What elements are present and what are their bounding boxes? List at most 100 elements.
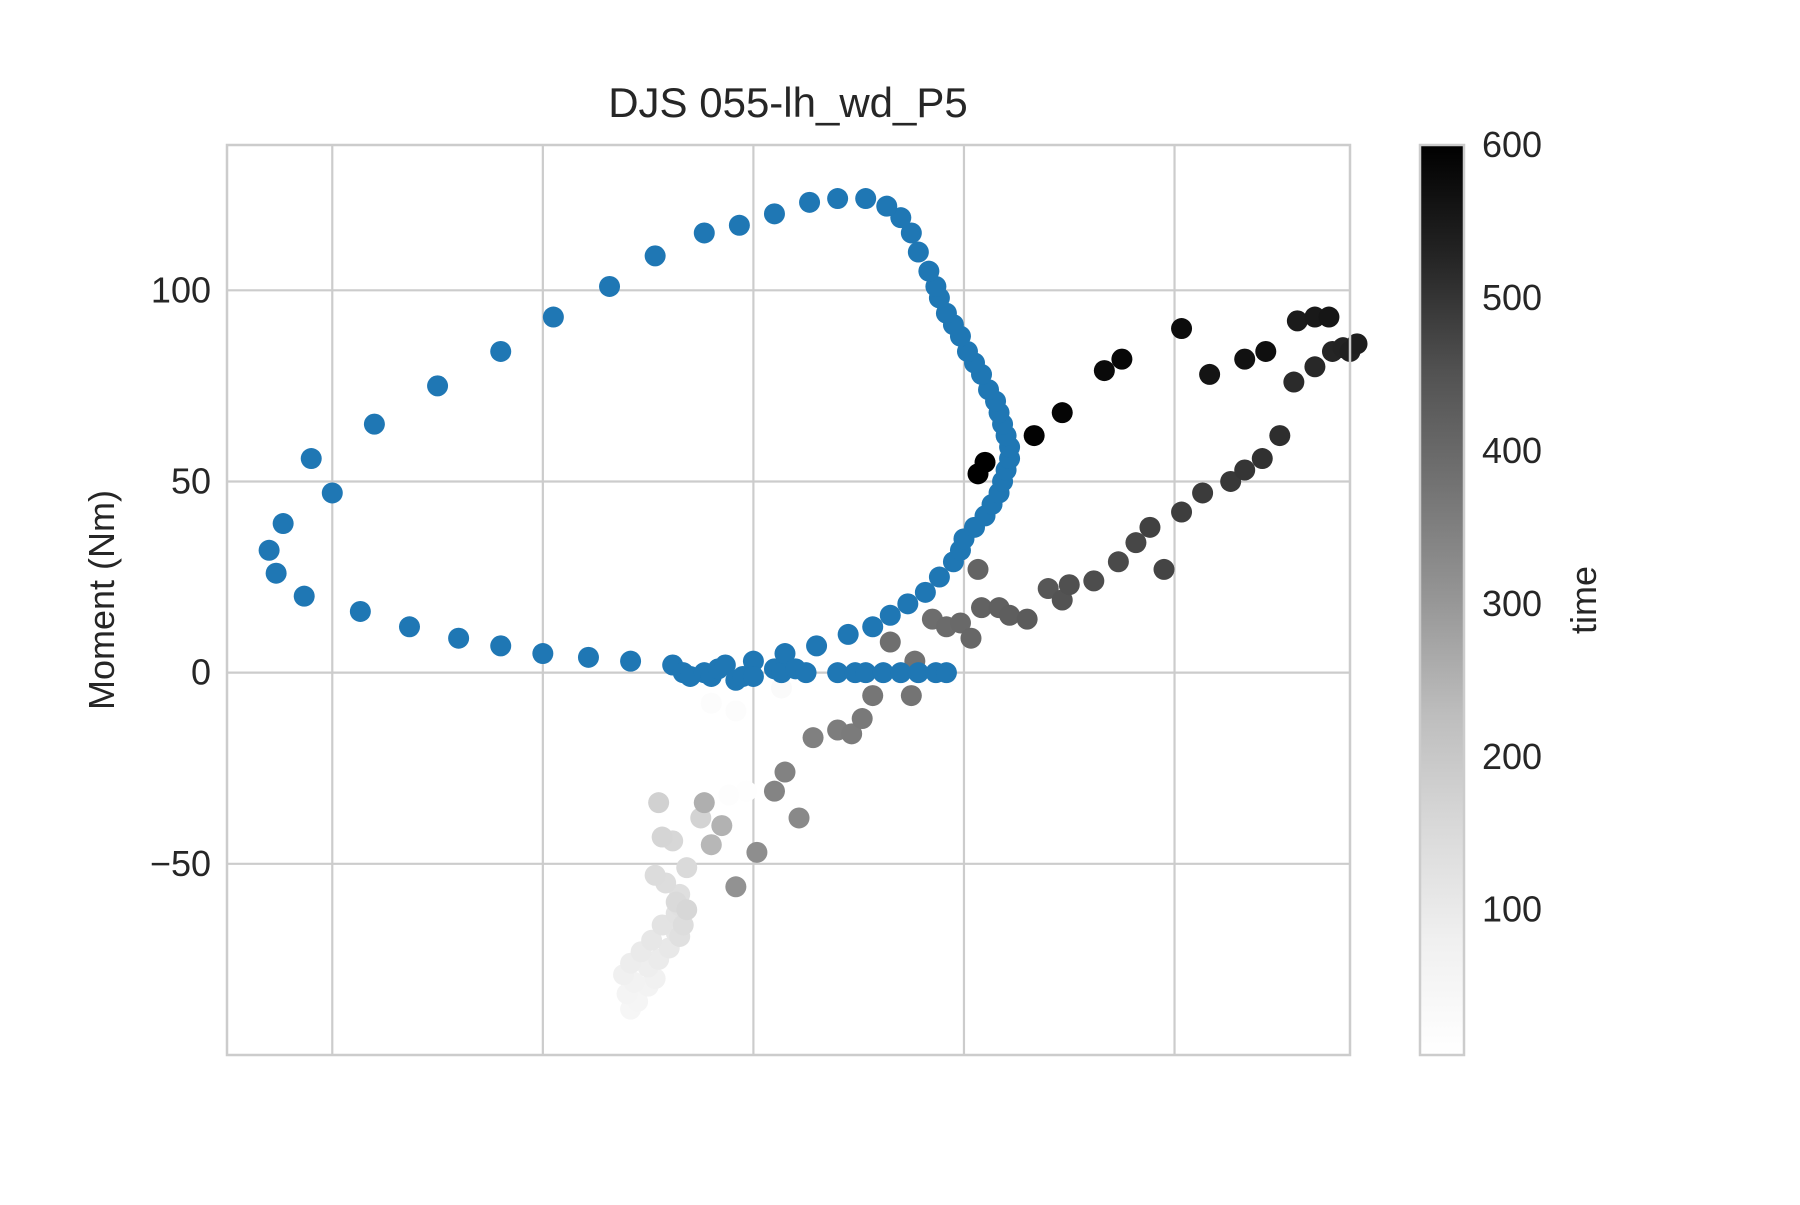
time-colored-point: [788, 807, 810, 829]
blue-point: [599, 275, 621, 297]
blue-point: [272, 513, 294, 535]
colorbar-tick-label: 500: [1482, 277, 1542, 318]
time-colored-point: [676, 857, 698, 879]
blue-point: [300, 448, 322, 470]
time-colored-point: [960, 627, 982, 649]
time-colored-point: [644, 864, 666, 886]
time-colored-point: [651, 914, 673, 936]
blue-point: [935, 662, 957, 684]
time-colored-point: [999, 604, 1021, 626]
blue-point: [799, 191, 821, 213]
time-colored-point: [1051, 402, 1073, 424]
blue-point: [532, 643, 554, 665]
time-colored-point: [862, 685, 884, 707]
time-colored-point: [700, 692, 722, 714]
time-colored-point: [725, 876, 747, 898]
blue-point: [620, 650, 642, 672]
time-colored-point: [1058, 574, 1080, 596]
time-colored-point: [1111, 348, 1133, 370]
colorbar-label: time: [1563, 566, 1604, 634]
time-colored-point: [1107, 551, 1129, 573]
blue-point: [872, 662, 894, 684]
blue-point: [879, 604, 901, 626]
time-colored-point: [1199, 363, 1221, 385]
blue-point: [914, 581, 936, 603]
time-colored-point: [1139, 516, 1161, 538]
blue-point: [763, 203, 785, 225]
blue-point: [363, 413, 385, 435]
time-colored-point: [1220, 470, 1242, 492]
colorbar-tick-label: 300: [1482, 583, 1542, 624]
time-colored-point: [693, 792, 715, 814]
time-colored-point: [971, 597, 993, 619]
grid-lines: [227, 145, 1350, 1055]
time-colored-point: [711, 815, 733, 837]
time-colored-point: [1093, 360, 1115, 382]
blue-point: [918, 260, 940, 282]
colorbar-tick-label: 200: [1482, 736, 1542, 777]
time-colored-point: [1234, 348, 1256, 370]
time-colored-point: [1153, 558, 1175, 580]
blue-point: [855, 188, 877, 210]
time-colored-point: [641, 929, 663, 951]
time-colored-point: [1346, 333, 1368, 355]
y-tick-label: 100: [151, 269, 211, 310]
blue-point: [577, 646, 599, 668]
blue-point: [448, 627, 470, 649]
time-colored-point: [700, 834, 722, 856]
blue-point: [907, 662, 929, 684]
time-colored-point: [774, 761, 796, 783]
time-colored-point: [1286, 310, 1308, 332]
time-colored-point: [1283, 371, 1305, 393]
blue-point: [890, 207, 912, 229]
data-points: [258, 188, 1368, 1020]
time-colored-point: [735, 780, 757, 802]
blue-point: [728, 214, 750, 236]
blue-point: [742, 665, 764, 687]
time-colored-point: [651, 826, 673, 848]
time-colored-point: [949, 612, 971, 634]
y-tick-label: 0: [191, 652, 211, 693]
blue-point: [693, 222, 715, 244]
time-colored-point: [1318, 306, 1340, 328]
blue-point: [855, 662, 877, 684]
blue-point: [827, 188, 849, 210]
blue-point: [349, 600, 371, 622]
blue-point: [806, 635, 828, 657]
time-colored-point: [1016, 608, 1038, 630]
blue-point: [795, 662, 817, 684]
blue-point: [900, 222, 922, 244]
blue-point: [490, 635, 512, 657]
time-colored-point: [1192, 482, 1214, 504]
plot-frame: [225, 143, 1352, 1057]
blue-point: [827, 662, 849, 684]
time-colored-point: [770, 677, 792, 699]
blue-point: [837, 623, 859, 645]
blue-point: [774, 643, 796, 665]
blue-point: [321, 482, 343, 504]
time-colored-point: [851, 708, 873, 730]
blue-point: [897, 593, 919, 615]
blue-point: [293, 585, 315, 607]
time-colored-point: [967, 558, 989, 580]
time-colored-point: [763, 780, 785, 802]
time-colored-point: [1234, 459, 1256, 481]
blue-point: [427, 375, 449, 397]
time-colored-point: [746, 841, 768, 863]
time-colored-point: [676, 899, 698, 921]
y-axis-label: Moment (Nm): [81, 490, 122, 710]
colorbar-tick-label: 600: [1482, 124, 1542, 165]
colorbar: [1418, 143, 1466, 1057]
time-colored-point: [1037, 578, 1059, 600]
colorbar-tick-label: 400: [1482, 430, 1542, 471]
time-colored-point: [718, 784, 740, 806]
y-tick-label: 50: [171, 460, 211, 501]
time-colored-point: [1171, 318, 1193, 340]
blue-point: [258, 539, 280, 561]
time-colored-point: [841, 723, 863, 745]
time-colored-point: [1083, 570, 1105, 592]
blue-point: [265, 562, 287, 584]
time-colored-point: [1269, 425, 1291, 447]
time-colored-point: [725, 700, 747, 722]
